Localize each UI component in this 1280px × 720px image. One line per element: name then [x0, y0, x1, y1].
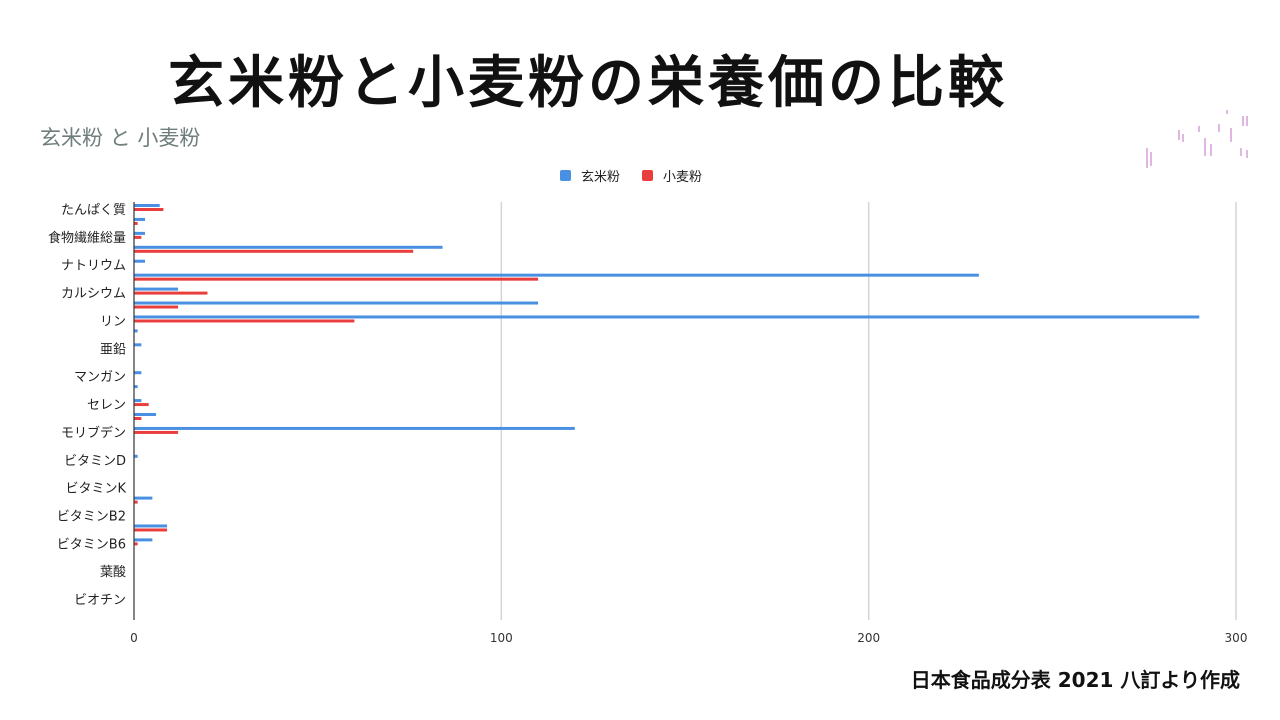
legend-label-wheat: 小麦粉 — [663, 169, 703, 185]
bar-wheat — [134, 249, 414, 253]
legend-swatch-brown-rice — [560, 169, 571, 181]
bar-brown-rice — [134, 273, 979, 277]
bar-brown-rice — [134, 426, 575, 430]
bar-brown-rice — [134, 301, 539, 305]
bar-wheat — [134, 430, 179, 434]
bar-brown-rice — [134, 385, 138, 389]
legend-item-wheat: 小麦粉 — [642, 166, 702, 185]
category-label: ビタミンB6 — [57, 537, 126, 552]
bar-brown-rice — [134, 524, 168, 528]
page-title: 玄米粉と小麦粉の栄養価の比較 — [168, 51, 1008, 116]
category-label: リン — [100, 314, 126, 329]
bar-brown-rice — [134, 329, 138, 333]
bar-wheat — [134, 403, 149, 407]
category-label: 亜鉛 — [100, 342, 126, 357]
source-note: 日本食品成分表 2021 八訂より作成 — [910, 668, 1240, 692]
bar-brown-rice — [134, 496, 153, 500]
bar-brown-rice — [134, 259, 146, 263]
category-label: ナトリウム — [61, 259, 126, 274]
category-label: ビタミンD — [64, 454, 126, 469]
bar-wheat — [134, 305, 179, 309]
bar-wheat — [134, 417, 142, 420]
bar-wheat — [134, 542, 138, 546]
category-label: カルシウム — [61, 287, 126, 302]
category-label: ビオチン — [74, 593, 126, 608]
legend: 玄米粉 小麦粉 — [560, 166, 724, 185]
bar-wheat — [134, 291, 208, 295]
category-label: モリブデン — [61, 425, 126, 441]
category-label: たんぱく質 — [61, 203, 126, 218]
bar-brown-rice — [134, 245, 443, 249]
chart-title: 玄米粉 と 小麦粉 — [40, 126, 201, 150]
bar-wheat — [134, 235, 142, 239]
bar-brown-rice — [134, 287, 179, 291]
watermark-logo — [1146, 110, 1248, 168]
bar-brown-rice — [134, 315, 1200, 319]
bar-wheat — [134, 221, 138, 225]
category-label: 葉酸 — [100, 565, 126, 580]
bar-wheat — [134, 528, 168, 532]
bar-brown-rice — [134, 413, 157, 416]
bar-brown-rice — [134, 371, 142, 375]
category-label: 食物繊維総量 — [48, 230, 126, 246]
bar-wheat — [134, 500, 138, 504]
bar-brown-rice — [134, 231, 146, 235]
bar-brown-rice — [134, 204, 160, 207]
bar-brown-rice — [134, 399, 142, 403]
x-tick-label: 300 — [1225, 631, 1248, 645]
bar-brown-rice — [134, 343, 142, 347]
x-tick-label: 0 — [130, 631, 138, 645]
x-tick-label: 200 — [857, 631, 880, 645]
legend-label-brown-rice: 玄米粉 — [581, 169, 621, 185]
category-label: ビタミンB2 — [57, 510, 126, 525]
bar-wheat — [134, 208, 164, 211]
bar-brown-rice — [134, 217, 146, 221]
bar-wheat — [134, 277, 539, 281]
x-tick-label: 100 — [490, 631, 513, 645]
legend-swatch-wheat — [642, 169, 654, 181]
category-label: セレン — [87, 398, 126, 413]
category-label: ビタミンK — [65, 482, 126, 497]
category-label: マンガン — [74, 370, 126, 385]
bar-wheat — [134, 319, 355, 323]
bar-brown-rice — [134, 538, 153, 542]
bar-brown-rice — [134, 454, 138, 458]
legend-item-brown-rice: 玄米粉 — [560, 166, 620, 185]
